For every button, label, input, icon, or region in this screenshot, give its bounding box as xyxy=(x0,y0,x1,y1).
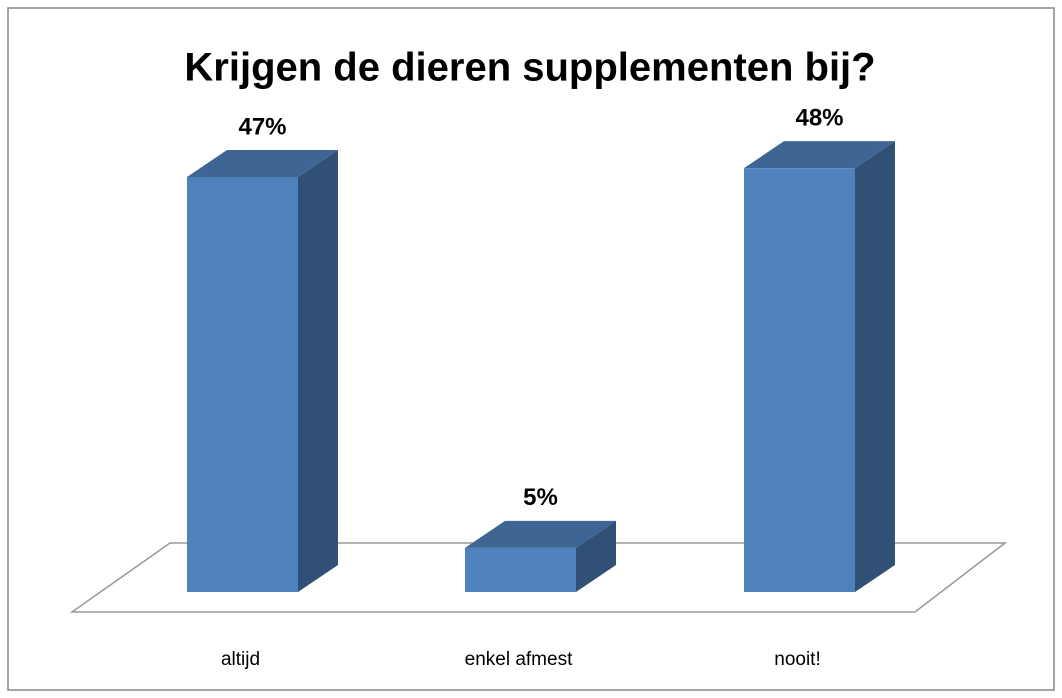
bar xyxy=(465,547,576,592)
value-label: 5% xyxy=(523,484,558,511)
bar-top xyxy=(744,141,895,169)
x-tick-label: nooit! xyxy=(774,649,820,670)
bar xyxy=(744,168,855,592)
bar-top xyxy=(465,520,616,548)
x-tick-label: altijd xyxy=(221,649,260,670)
chart-title: Krijgen de dieren supplementen bij? xyxy=(184,46,875,90)
bar-top xyxy=(187,149,338,177)
x-tick-label: enkel afmest xyxy=(465,649,573,670)
value-label: 47% xyxy=(238,113,286,140)
bar-side xyxy=(576,520,616,592)
value-label: 48% xyxy=(795,105,843,132)
bar-side xyxy=(298,149,338,593)
bar xyxy=(187,176,298,593)
bar-side xyxy=(855,141,895,592)
